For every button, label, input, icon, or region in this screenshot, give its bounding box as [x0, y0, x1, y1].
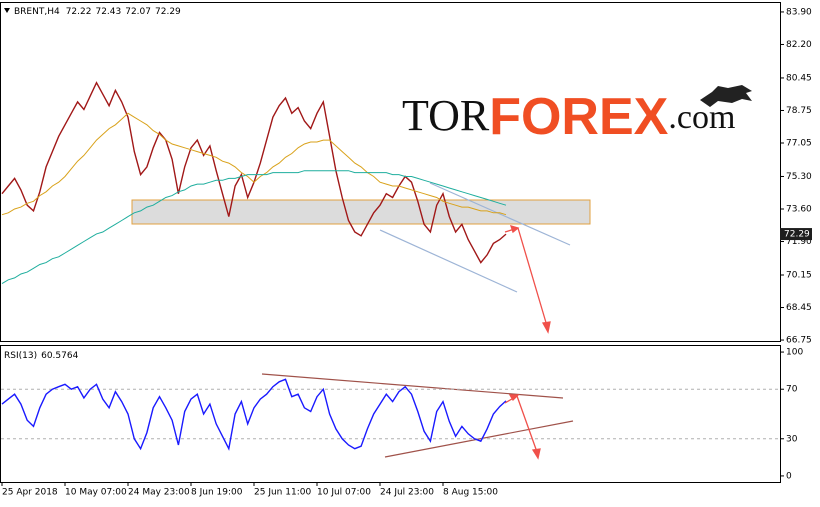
- arrow-head: [509, 225, 520, 234]
- y-tick-label: 66.75: [786, 336, 812, 346]
- ohlc-value: 72.07: [125, 7, 151, 17]
- arrow-head: [508, 394, 520, 402]
- x-tick-label: 10 Jul 07:00: [317, 488, 371, 498]
- y-tick-label: 100: [786, 348, 803, 358]
- x-tick-label: 25 Apr 2018: [2, 488, 58, 498]
- rsi-trend-lower: [384, 420, 574, 458]
- y-tick-label: 83.90: [786, 7, 812, 17]
- x-tick-label: 8 Aug 15:00: [443, 488, 498, 498]
- logo-a: TOR: [402, 91, 490, 140]
- rsi-panel: [0, 345, 781, 483]
- y-tick-label: 0: [786, 471, 792, 481]
- channel-lower: [379, 229, 518, 293]
- y-tick-label: 78.75: [786, 106, 812, 116]
- y-tick-label: 71.90: [786, 237, 812, 247]
- rsi-trend-upper: [261, 373, 564, 399]
- logo: TORFOREX.com: [402, 88, 735, 146]
- y-tick-label: 82.20: [786, 40, 812, 50]
- y-tick-label: 70.15: [786, 270, 812, 280]
- support-zone: [131, 199, 591, 225]
- x-tick-label: 24 May 23:00: [128, 488, 190, 498]
- arrow-head: [531, 448, 541, 460]
- series-line: [1, 112, 507, 216]
- header: BRENT,H4 72.22 72.43 72.07 72.29: [14, 7, 181, 17]
- y-tick-label: 70: [786, 385, 798, 395]
- price-box-label: 72.29: [784, 230, 810, 240]
- forecast-arrows: [504, 225, 551, 460]
- ohlc-value: 72.43: [95, 7, 121, 17]
- series-line: [1, 378, 507, 451]
- series-line: [1, 170, 507, 285]
- y-tick-label: 30: [786, 434, 798, 444]
- y-tick-label: 77.05: [786, 138, 812, 148]
- rsi-header: RSI(13) 60.5764: [4, 351, 79, 361]
- x-tick-label: 8 Jun 19:00: [191, 488, 243, 498]
- rsi-title: RSI(13): [4, 351, 37, 361]
- x-tick-label: 25 Jun 11:00: [254, 488, 311, 498]
- price-panel: [0, 2, 781, 342]
- rsi-arrow-down: [516, 395, 538, 453]
- x-tick-label: 24 Jul 23:00: [380, 488, 434, 498]
- y-tick-label: 73.60: [786, 204, 812, 214]
- symbol: BRENT,H4: [14, 7, 60, 17]
- logo-b: FOREX: [489, 88, 668, 146]
- arrow-head: [541, 321, 551, 334]
- y-tick-label: 80.45: [786, 73, 812, 83]
- price-box: [780, 228, 812, 241]
- arrow-down: [517, 227, 548, 327]
- logo-domain: .com: [668, 99, 735, 136]
- rsi-value: 60.5764: [41, 351, 78, 361]
- menu-arrow: [4, 8, 10, 13]
- y-tick-label: 68.45: [786, 303, 812, 313]
- ohlc-value: 72.22: [66, 7, 92, 17]
- logo-bull: [700, 85, 752, 107]
- y-tick-label: 75.30: [786, 172, 812, 182]
- channel-upper: [429, 182, 571, 246]
- ohlc-value: 72.29: [155, 7, 181, 17]
- x-tick-label: 10 May 07:00: [65, 488, 127, 498]
